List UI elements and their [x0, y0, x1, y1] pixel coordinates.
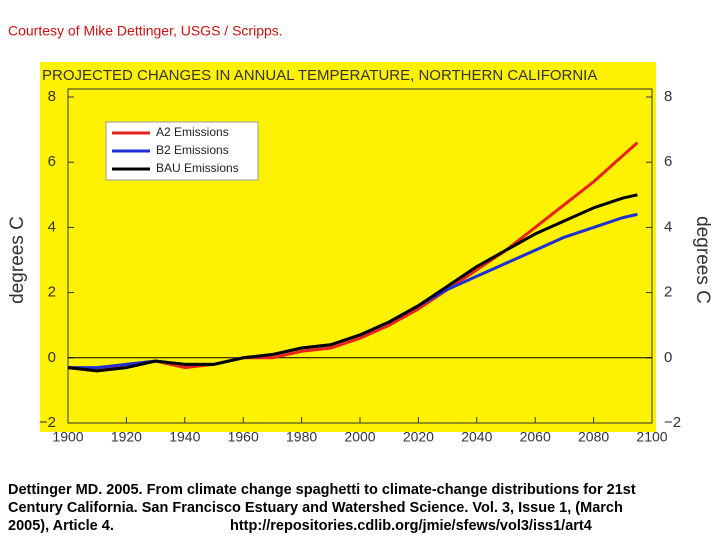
- x-tick-label: 1920: [111, 429, 142, 445]
- y-tick-label: 6: [48, 153, 56, 170]
- y2-axis-label: degrees C: [692, 216, 713, 304]
- caption-line: Century California. San Francisco Estuar…: [8, 500, 623, 516]
- x-tick-label: 1960: [228, 429, 259, 445]
- y-axis-label: degrees C: [7, 216, 28, 304]
- chart-background: [40, 62, 656, 432]
- y2-tick-label: 8: [664, 88, 672, 105]
- legend-label: BAU Emissions: [156, 161, 239, 175]
- y2-tick-label: −2: [664, 414, 681, 431]
- chart-title: PROJECTED CHANGES IN ANNUAL TEMPERATURE,…: [42, 67, 597, 84]
- header: Courtesy of Mike Dettinger, USGS / Scrip…: [8, 23, 283, 39]
- caption-line: 2005), Article 4.: [8, 518, 114, 534]
- y-tick-label: 2: [48, 284, 56, 301]
- series-line: [67, 193, 638, 373]
- y-tick-label: 8: [48, 88, 56, 105]
- y2-tick-label: 0: [664, 349, 672, 366]
- caption-url: http://repositories.cdlib.org/jmie/sfews…: [230, 518, 592, 534]
- x-tick-label: 2060: [520, 429, 551, 445]
- x-tick-label: 2020: [403, 429, 434, 445]
- y2-tick-label: 2: [664, 284, 672, 301]
- x-tick-label: 2080: [578, 429, 609, 445]
- x-tick-label: 1900: [52, 429, 83, 445]
- x-tick-label: 2040: [461, 429, 492, 445]
- legend-label: B2 Emissions: [156, 143, 229, 157]
- x-tick-label: 1980: [286, 429, 317, 445]
- x-tick-label: 1940: [169, 429, 200, 445]
- y2-tick-label: 6: [664, 153, 672, 170]
- legend-label: A2 Emissions: [156, 125, 229, 139]
- y-tick-label: 4: [48, 218, 56, 235]
- y2-tick-label: 4: [664, 218, 672, 235]
- x-tick-label: 2100: [636, 429, 667, 445]
- y-tick-label: 0: [48, 349, 56, 366]
- x-tick-label: 2000: [344, 429, 375, 445]
- y-tick-label: −2: [39, 414, 56, 431]
- caption-line: Dettinger MD. 2005. From climate change …: [8, 482, 636, 498]
